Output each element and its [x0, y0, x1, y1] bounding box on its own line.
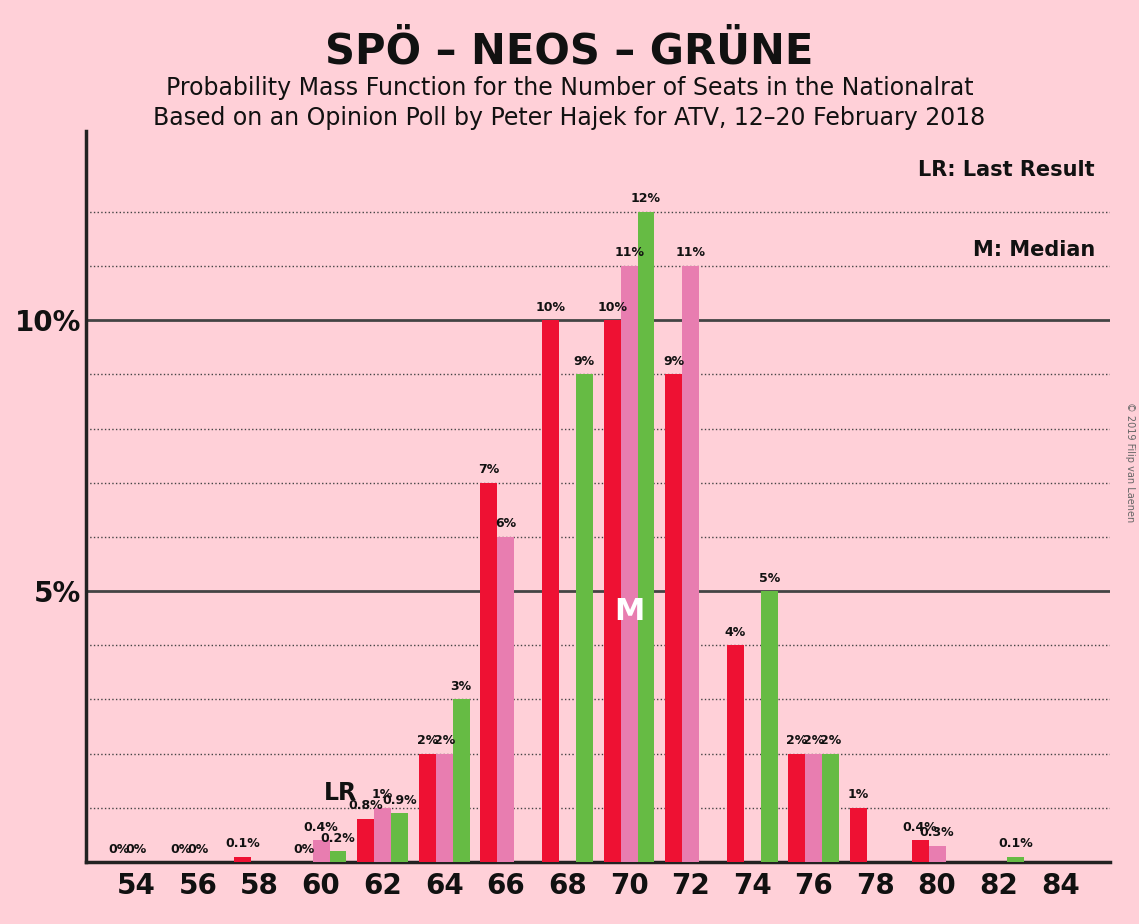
- Text: 12%: 12%: [631, 192, 661, 205]
- Text: Based on an Opinion Poll by Peter Hajek for ATV, 12–20 February 2018: Based on an Opinion Poll by Peter Hajek …: [154, 106, 985, 130]
- Text: 4%: 4%: [724, 626, 746, 638]
- Text: 0%: 0%: [108, 843, 130, 856]
- Bar: [682, 266, 699, 862]
- Text: 5%: 5%: [759, 572, 780, 585]
- Bar: [788, 754, 805, 862]
- Bar: [761, 591, 778, 862]
- Bar: [727, 645, 744, 862]
- Bar: [604, 320, 621, 862]
- Bar: [436, 754, 453, 862]
- Text: 0.4%: 0.4%: [304, 821, 338, 833]
- Bar: [419, 754, 436, 862]
- Text: 2%: 2%: [434, 735, 454, 748]
- Text: 9%: 9%: [663, 355, 685, 368]
- Text: 0.4%: 0.4%: [903, 821, 937, 833]
- Bar: [481, 482, 498, 862]
- Text: 6%: 6%: [495, 517, 516, 530]
- Text: 0.2%: 0.2%: [321, 832, 355, 845]
- Bar: [391, 813, 408, 862]
- Text: SPÖ – NEOS – GRÜNE: SPÖ – NEOS – GRÜNE: [326, 30, 813, 72]
- Text: 0%: 0%: [171, 843, 191, 856]
- Bar: [850, 808, 867, 862]
- Bar: [621, 266, 638, 862]
- Bar: [542, 320, 559, 862]
- Text: 10%: 10%: [597, 300, 628, 313]
- Text: M: Median: M: Median: [973, 240, 1095, 261]
- Text: LR: LR: [325, 781, 358, 805]
- Text: 11%: 11%: [614, 247, 644, 260]
- Text: 2%: 2%: [786, 735, 808, 748]
- Text: 1%: 1%: [372, 788, 393, 801]
- Text: © 2019 Filip van Laenen: © 2019 Filip van Laenen: [1125, 402, 1134, 522]
- Bar: [928, 845, 945, 862]
- Text: 7%: 7%: [478, 463, 500, 476]
- Bar: [665, 374, 682, 862]
- Bar: [1007, 857, 1024, 862]
- Text: 0.1%: 0.1%: [998, 837, 1033, 850]
- Bar: [638, 212, 655, 862]
- Text: 2%: 2%: [803, 735, 825, 748]
- Text: 0.8%: 0.8%: [349, 799, 383, 812]
- Bar: [235, 857, 251, 862]
- Text: 0%: 0%: [187, 843, 208, 856]
- Text: 11%: 11%: [675, 247, 706, 260]
- Text: 0.9%: 0.9%: [383, 794, 417, 807]
- Bar: [375, 808, 391, 862]
- Text: 1%: 1%: [847, 788, 869, 801]
- Bar: [911, 840, 928, 862]
- Text: 9%: 9%: [574, 355, 595, 368]
- Text: 2%: 2%: [417, 735, 439, 748]
- Text: LR: Last Result: LR: Last Result: [918, 160, 1095, 180]
- Text: 0.3%: 0.3%: [920, 826, 954, 839]
- Text: 10%: 10%: [535, 300, 566, 313]
- Bar: [312, 840, 329, 862]
- Bar: [498, 537, 515, 862]
- Text: 3%: 3%: [451, 680, 472, 693]
- Bar: [453, 699, 469, 862]
- Bar: [576, 374, 593, 862]
- Bar: [329, 851, 346, 862]
- Text: 0%: 0%: [294, 843, 314, 856]
- Text: 2%: 2%: [820, 735, 842, 748]
- Bar: [358, 819, 375, 862]
- Bar: [822, 754, 839, 862]
- Text: 0.1%: 0.1%: [226, 837, 260, 850]
- Text: Probability Mass Function for the Number of Seats in the Nationalrat: Probability Mass Function for the Number…: [165, 76, 974, 100]
- Text: 0%: 0%: [125, 843, 147, 856]
- Bar: [805, 754, 822, 862]
- Text: M: M: [614, 597, 645, 626]
